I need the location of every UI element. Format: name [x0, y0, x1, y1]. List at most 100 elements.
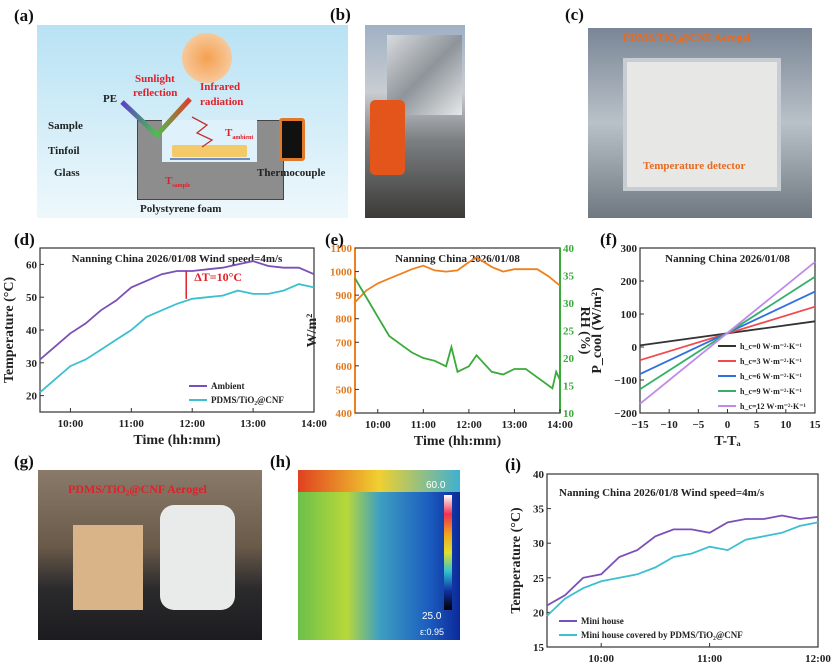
legend-label: Mini house covered by PDMS/TiO₂@CNF: [581, 630, 743, 640]
y-tick-label: 700: [336, 337, 353, 349]
chart-title: Nanning China 2026/01/08: [665, 253, 790, 265]
x-tick-label: −5: [692, 419, 704, 431]
y-tick-label: −200: [614, 408, 637, 420]
x-tick-label: 15: [810, 419, 822, 431]
aerogel: [623, 58, 781, 191]
panel-label-i: (i): [505, 455, 522, 474]
series-line-mini-house-covered-by-pdms-tio-cnf: [546, 521, 819, 617]
label-sunlight: Sunlight: [135, 73, 175, 85]
y-tick-label: 400: [336, 408, 353, 420]
x-tick-label: 14:00: [301, 418, 327, 430]
label-sample: Sample: [48, 120, 83, 132]
y-tick-label: 300: [621, 243, 638, 255]
panel-label-b: (b): [330, 5, 351, 24]
y-tick-label: 25: [533, 573, 545, 585]
x-tick-label: 12:00: [456, 419, 482, 431]
series-line-h-c-12-w-m-k-: [639, 261, 816, 405]
legend-label: Ambient: [211, 381, 245, 391]
series-line-mini-house: [546, 514, 819, 607]
series-line-pdms-tio-cnf: [39, 283, 315, 393]
chart-title: Nanning China 2026/01/08: [395, 253, 520, 265]
panel-label-f: (f): [600, 230, 617, 249]
thermocouple-icon: [279, 118, 305, 161]
y-right-tick-label: 20: [563, 353, 575, 365]
color-scale-bar: [444, 495, 452, 610]
y-right-tick-label: 10: [563, 408, 575, 420]
y-tick-label: 40: [533, 469, 545, 481]
label-aerogel-g: PDMS/TiO₂@CNF Aerogel: [68, 482, 207, 496]
y-right-tick-label: 35: [563, 271, 575, 283]
label-radiation: radiation: [200, 96, 244, 108]
y-right-axis-label: RH (%): [577, 307, 592, 355]
delta-t-annotation: ΔT=10°C: [194, 270, 242, 284]
x-tick-label: 10:00: [58, 418, 84, 430]
y-axis-label: Temperature (°C): [2, 277, 17, 384]
glass-layer: [170, 158, 250, 160]
y-tick-label: 20: [533, 607, 545, 619]
label-tinfoil: Tinfoil: [48, 145, 80, 157]
t-ambient-subscript: ambient: [232, 135, 254, 142]
y-tick-label: 0: [632, 342, 638, 354]
label-pe: PE: [103, 93, 118, 105]
x-tick-label: 11:00: [411, 419, 437, 431]
y-tick-label: 1100: [331, 243, 353, 255]
thermal-hot-region: [298, 470, 460, 492]
x-axis-label: T-Tₐ: [714, 434, 740, 449]
legend-label: h_c=12 W·m⁻²·K⁻¹: [740, 402, 806, 411]
plot-frame-i: [546, 473, 819, 648]
x-axis-label: Time (hh:mm): [133, 433, 221, 448]
y-tick-label: 800: [336, 314, 353, 326]
label-thermocouple: Thermocouple: [257, 167, 326, 179]
x-tick-label: 10:00: [588, 653, 614, 665]
y-right-tick-label: 40: [563, 243, 575, 255]
panel-label-h: (h): [270, 452, 291, 471]
y-tick-label: 20: [26, 391, 38, 403]
x-tick-label: 5: [754, 419, 760, 431]
x-tick-label: 11:00: [697, 653, 723, 665]
t-sample-subscript: sample: [172, 183, 191, 190]
panel-label-a: (a): [14, 6, 34, 25]
chart-title: Nanning China 2026/01/08 Wind speed=4m/s: [72, 253, 283, 265]
ray-arrows: [120, 97, 214, 148]
label-infrared: Infrared: [200, 81, 241, 93]
x-tick-label: −15: [631, 419, 649, 431]
thermometer-device: [370, 100, 405, 175]
x-axis-label: Time (hh:mm): [414, 434, 502, 449]
panel-label-d: (d): [14, 230, 35, 249]
label-temperature-detector: Temperature detector: [643, 160, 746, 172]
mini-house-uncovered: [73, 525, 143, 610]
sun-icon: [182, 33, 232, 83]
label-t-sample: Tsample: [165, 175, 190, 192]
y-tick-label: 600: [336, 361, 353, 373]
y-tick-label: 100: [621, 309, 638, 321]
x-tick-label: 12:00: [805, 653, 831, 665]
y-tick-label: 60: [26, 259, 38, 271]
y-axis-label: P_cool (W/m²): [590, 287, 605, 374]
y-axis-label: Temperature (°C): [509, 507, 524, 614]
y-tick-label: 30: [533, 538, 545, 550]
y-right-tick-label: 15: [563, 381, 575, 393]
y-tick-label: −100: [614, 375, 637, 387]
panel-label-g: (g): [14, 452, 34, 471]
chart-title: Nanning China 2026/01/8 Wind speed=4m/s: [559, 487, 765, 499]
y-right-tick-label: 25: [563, 326, 575, 338]
x-tick-label: 13:00: [502, 419, 528, 431]
t-sample-symbol: T: [165, 175, 173, 187]
y-tick-label: 30: [26, 358, 38, 370]
label-foam: Polystyrene foam: [140, 203, 222, 215]
schematic-diagram: PE Sunlight reflection Infrared radiatio…: [37, 25, 348, 218]
x-tick-label: 10: [780, 419, 792, 431]
label-aerogel: PDMS/TiO₂@CNF Aerogel: [623, 32, 751, 44]
x-tick-label: 14:00: [547, 419, 573, 431]
thermal-image: 60.0 25.0 ε:0.95: [298, 470, 460, 640]
x-tick-label: 10:00: [365, 419, 391, 431]
scale-min: 25.0: [422, 611, 442, 622]
legend-label: h_c=6 W·m⁻²·K⁻¹: [740, 372, 802, 381]
y-tick-label: 500: [336, 384, 353, 396]
y-axis-label: W/m²: [305, 314, 320, 348]
sample-layer: [172, 145, 247, 157]
legend-label: h_c=3 W·m⁻²·K⁻¹: [740, 357, 802, 366]
y-tick-label: 35: [533, 504, 545, 516]
label-glass: Glass: [54, 167, 80, 179]
